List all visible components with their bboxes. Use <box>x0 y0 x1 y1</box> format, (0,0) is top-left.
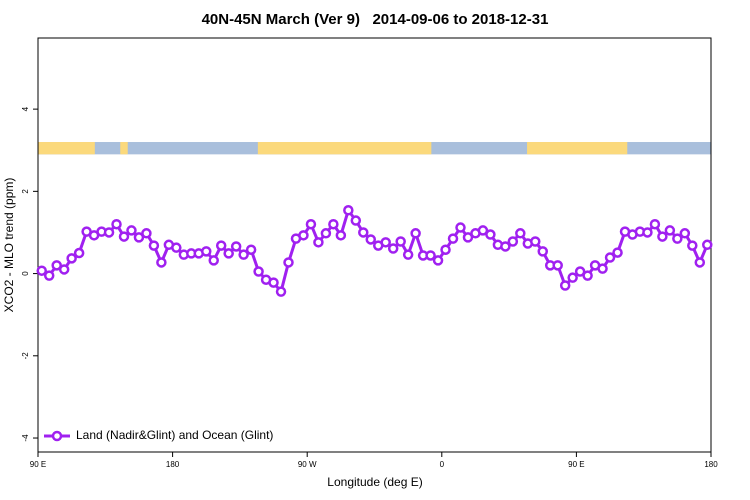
data-point <box>440 244 451 255</box>
data-point <box>51 260 62 271</box>
data-point <box>313 237 324 248</box>
land-segment <box>257 142 432 155</box>
data-point <box>358 227 369 238</box>
data-point <box>694 257 706 268</box>
land-segment <box>38 142 95 155</box>
data-point <box>672 233 683 244</box>
data-point <box>604 252 616 263</box>
data-point <box>201 246 212 257</box>
data-point <box>477 225 489 236</box>
data-point <box>208 255 219 266</box>
data-point <box>230 241 242 252</box>
x-tick-label: 180 <box>166 460 180 469</box>
y-tick-label: 4 <box>21 106 30 111</box>
data-point <box>141 228 152 239</box>
land-segment <box>527 142 628 155</box>
legend-marker <box>51 430 63 442</box>
data-point <box>73 247 85 259</box>
data-point <box>350 215 362 226</box>
data-point <box>36 265 47 276</box>
data-point <box>687 240 698 251</box>
data-point <box>432 255 444 266</box>
data-point <box>425 250 436 261</box>
data-point <box>328 218 339 230</box>
data-point <box>664 225 676 236</box>
y-tick-label: 0 <box>21 271 30 276</box>
data-point <box>171 242 182 253</box>
data-point <box>103 227 115 238</box>
data-point <box>365 234 377 245</box>
y-axis-title: XCO2 - MLO trend (ppm) <box>2 178 16 313</box>
x-tick-label: 90 W <box>298 460 317 469</box>
data-point <box>530 236 541 247</box>
data-point <box>559 280 571 291</box>
chart-title: 40N-45N March (Ver 9) 2014-09-06 to 2018… <box>202 11 549 28</box>
data-point <box>223 248 234 259</box>
data-point <box>253 266 264 277</box>
data-point <box>268 277 279 288</box>
data-point <box>335 230 347 241</box>
data-point <box>238 249 249 260</box>
x-tick-label: 90 E <box>30 460 46 469</box>
data-point <box>156 257 167 268</box>
data-point <box>410 228 421 239</box>
data-point <box>133 232 145 243</box>
data-point <box>582 270 593 281</box>
data-point <box>447 233 459 244</box>
data-point <box>552 260 563 271</box>
data-point <box>380 237 391 248</box>
data-point <box>148 240 160 251</box>
land-segment <box>120 142 128 155</box>
data-point <box>283 257 294 268</box>
data-point <box>567 272 578 283</box>
data-point <box>126 225 137 236</box>
data-point <box>66 253 77 264</box>
data-point <box>500 241 511 252</box>
data-point <box>485 229 496 240</box>
data-point <box>462 232 474 243</box>
data-point <box>642 227 653 238</box>
data-point <box>537 246 548 257</box>
data-point <box>343 205 354 216</box>
x-tick-label: 90 E <box>568 460 584 469</box>
y-tick-label: -4 <box>21 434 30 442</box>
y-tick-label: 2 <box>21 189 30 194</box>
data-point <box>118 231 130 242</box>
data-point <box>245 244 257 255</box>
x-tick-label: 180 <box>704 460 718 469</box>
data-point <box>649 218 661 230</box>
data-point <box>215 240 227 251</box>
data-point <box>387 243 399 254</box>
data-point <box>395 236 406 247</box>
data-point <box>275 286 287 297</box>
data-point <box>305 218 317 230</box>
data-point <box>455 222 466 233</box>
x-axis-title: Longitude (deg E) <box>327 475 422 489</box>
y-tick-label: -2 <box>21 352 30 360</box>
data-point <box>43 270 55 281</box>
legend-label: Land (Nadir&Glint) and Ocean (Glint) <box>76 428 273 442</box>
data-point <box>58 264 70 275</box>
data-point <box>111 218 122 230</box>
series-line <box>40 206 709 295</box>
data-point <box>679 228 691 239</box>
data-point <box>507 236 519 247</box>
data-point <box>515 228 526 239</box>
data-point <box>702 239 713 251</box>
data-point <box>612 247 623 258</box>
data-point <box>402 249 414 260</box>
data-point <box>320 228 332 239</box>
data-point <box>597 263 608 274</box>
data-point <box>574 266 586 277</box>
data-point <box>298 230 309 241</box>
data-point <box>657 231 668 242</box>
x-tick-label: 0 <box>440 460 445 469</box>
